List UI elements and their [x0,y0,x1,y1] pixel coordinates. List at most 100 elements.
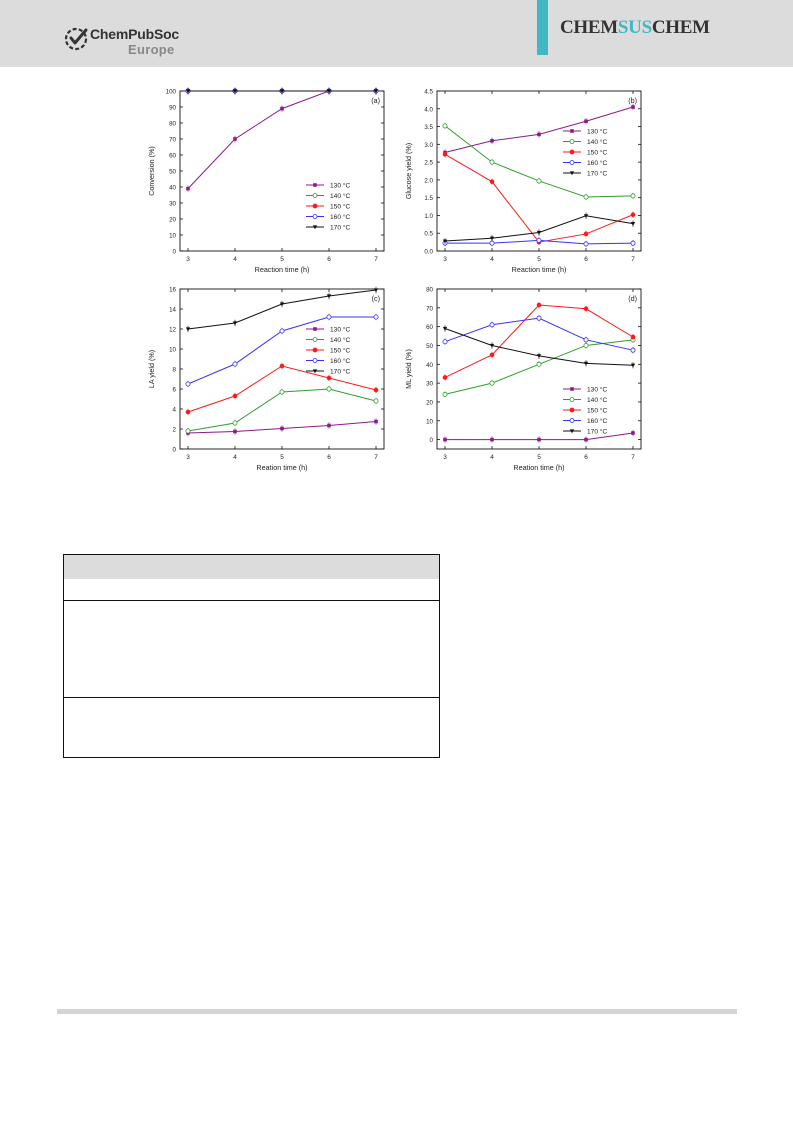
y-tick-label: 2.5 [424,160,433,167]
series-line [444,153,634,243]
legend-marker [570,387,574,391]
data-point [186,186,190,191]
legend-marker [569,139,575,144]
x-tick-label: 3 [443,256,447,263]
data-point [233,429,237,434]
chart-glucose-yield: 0.0 0.5 1.0 1.5 2.0 2.5 3.0 3.5 4.0 4.5 3 4 5 6 7 React… [397,85,647,277]
data-point [232,321,238,326]
y-tick-label: 0.0 [424,249,433,256]
y-tick-label: 3.0 [424,142,433,149]
legend-label: 160 °C [587,159,607,167]
legend-label: 150 °C [587,406,607,414]
legend-label: 130 °C [330,325,350,333]
legend: 130 °C 140 °C 150 °C 160 °C 170 °C [306,181,350,231]
y-tick-label: 30 [426,381,433,388]
y-tick-label: 10 [426,418,433,425]
y-tick-label: 1.5 [424,195,433,202]
series-line [444,328,634,366]
journal-title-part2: SUS [617,17,652,38]
data-point [373,387,379,393]
data-point [232,420,238,426]
panel-label: (d) [628,294,637,303]
y-tick-label: 10 [169,233,176,240]
data-point [373,288,379,293]
y-tick-label: 10 [169,347,176,354]
data-point [630,347,636,353]
data-point [584,119,588,124]
data-point [373,89,379,94]
legend-marker [313,183,317,187]
data-point [232,393,238,399]
legend-label: 160 °C [587,417,607,425]
legend-marker [569,397,575,402]
legend-label: 140 °C [587,396,607,404]
x-tick-label: 7 [631,454,635,461]
data-point [583,194,589,200]
data-point [442,151,448,157]
data-point [630,334,636,340]
y-tick-label: 50 [426,343,433,350]
legend-marker [312,358,318,363]
y-tick-label: 14 [169,307,176,314]
legend-marker [569,160,575,165]
y-tick-label: 0 [173,447,177,454]
y-tick-label: 2 [173,427,177,434]
data-point [536,354,542,359]
x-tick-label: 3 [186,454,190,461]
data-point [489,236,495,241]
legend-marker [569,171,575,176]
legend-marker [569,149,575,155]
y-tick-label: 20 [426,399,433,406]
stars-circle-icon [64,27,88,51]
y-tick-label: 0 [430,437,434,444]
series-140-c [442,336,636,398]
data-point [537,132,541,137]
legend: 130 °C 140 °C 150 °C 160 °C 170 °C [306,325,350,375]
y-axis-label: LA yield (%) [147,350,156,388]
plot-frame [436,90,642,252]
x-tick-label: 4 [490,256,494,263]
series-170-c [442,325,636,369]
data-point [536,230,542,235]
accent-bar [537,0,548,55]
legend-marker [312,369,318,374]
chart-ml-yield: 0 10 20 30 40 50 60 70 80 3 4 5 6 7 Reation time (h) ML… [397,283,647,475]
x-axis-label: Reation time (h) [513,463,564,472]
x-tick-label: 6 [327,256,331,263]
data-point [583,231,589,237]
data-point [584,437,588,442]
y-tick-label: 0.5 [424,231,433,238]
data-point [185,89,191,94]
footer-rule [57,1009,737,1014]
series-line [187,289,377,330]
legend-marker [570,129,574,133]
x-tick-label: 7 [374,454,378,461]
legend-label: 140 °C [330,336,350,344]
data-point [490,437,494,442]
data-point [489,352,495,358]
data-point [442,339,448,345]
y-tick-label: 60 [426,324,433,331]
data-point [442,239,448,244]
y-tick-label: 6 [173,387,177,394]
legend-label: 170 °C [587,169,607,177]
data-point [185,327,191,332]
legend-marker [312,337,318,342]
series-170-c [185,87,379,95]
data-point [536,302,542,308]
y-tick-label: 12 [169,327,176,334]
plot-frame [179,90,385,252]
series-170-c [442,212,636,245]
data-point [583,361,589,366]
data-point [631,105,635,109]
data-point [536,315,542,321]
legend-marker [312,203,318,209]
y-tick-label: 20 [169,217,176,224]
data-point [326,294,332,299]
series-line [444,317,634,351]
data-point [536,178,542,184]
data-point [232,361,238,367]
y-tick-label: 90 [169,105,176,112]
data-point [489,380,495,386]
table-frame [63,554,440,758]
